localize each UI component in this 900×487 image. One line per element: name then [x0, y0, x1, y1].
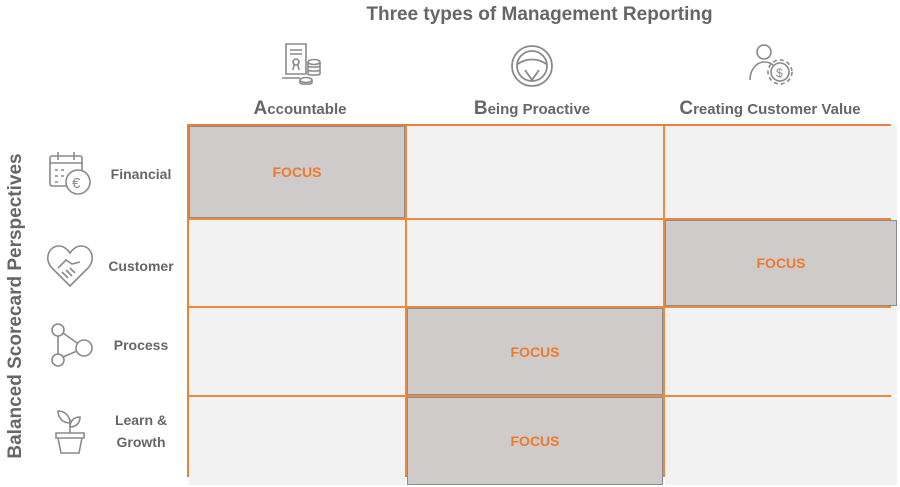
focus-label: FOCUS	[272, 164, 322, 180]
column-label-creating-customer-value: Creating Customer Value	[679, 98, 861, 119]
column-label-being-proactive: Being Proactive	[473, 98, 591, 119]
reporting-matrix: FOCUS FOCUS FOCUS FOCUS	[187, 124, 897, 485]
matrix-cell-r2-c1: FOCUS	[407, 308, 663, 395]
matrix-cell-r0-c1	[407, 126, 663, 218]
matrix-cell-r3-c0	[189, 397, 405, 485]
focus-label: FOCUS	[510, 433, 560, 449]
row-label-process: Process	[113, 337, 169, 353]
row-label-learn-growth: Learn & Growth	[114, 412, 168, 450]
svg-text:$: $	[776, 66, 783, 80]
row-label-customer: Customer	[108, 258, 174, 274]
side-axis-label: Balanced Scorecard Perspectives	[5, 153, 26, 459]
matrix-cell-r2-c0	[189, 308, 405, 395]
nodes-network-icon	[51, 323, 93, 367]
diagram-title: Three types of Management Reporting	[366, 4, 713, 25]
matrix-cell-r2-c2	[665, 308, 897, 395]
heart-handshake-icon	[47, 245, 93, 288]
column-label-accountable: Accountable	[253, 98, 347, 119]
matrix-cell-r3-c2	[665, 397, 897, 485]
matrix-cell-r1-c1	[407, 220, 663, 306]
matrix-cell-r0-c0: FOCUS	[189, 126, 405, 218]
column-header-creating-customer-value: $ Creating Customer Value	[670, 40, 870, 120]
matrix-cell-r1-c0	[189, 220, 405, 306]
calendar-euro-icon: €	[49, 152, 91, 195]
row-header-learn-growth: Learn & Growth	[44, 400, 186, 462]
matrix-cell-r0-c2	[665, 126, 897, 218]
matrix-cell-r1-c2: FOCUS	[665, 220, 897, 306]
column-header-accountable: Accountable	[220, 40, 380, 120]
row-header-customer: Customer	[44, 240, 186, 292]
focus-label: FOCUS	[756, 255, 806, 271]
document-coins-icon	[282, 43, 321, 85]
row-label-financial: Financial	[110, 166, 172, 182]
row-header-financial: € Financial	[44, 148, 186, 200]
person-dollar-gear-icon: $	[749, 44, 793, 85]
plant-pot-icon	[55, 410, 85, 454]
svg-text:€: €	[72, 175, 81, 192]
row-header-process: Process	[44, 320, 186, 370]
focus-label: FOCUS	[510, 343, 560, 360]
column-header-being-proactive: Being Proactive	[452, 40, 612, 120]
matrix-cell-r3-c1: FOCUS	[407, 397, 663, 485]
steering-wheel-icon	[511, 45, 553, 87]
